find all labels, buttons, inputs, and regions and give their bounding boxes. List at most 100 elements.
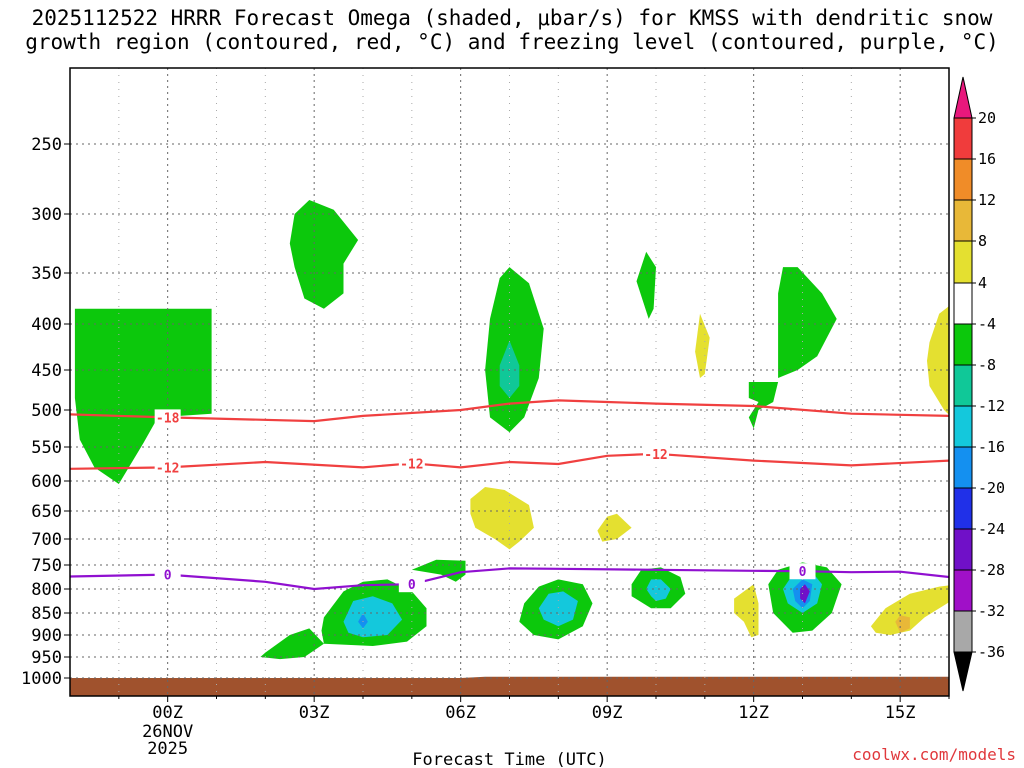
y-tick-label-300: 300	[31, 205, 62, 225]
x-tick-label-03Z: 03Z	[299, 703, 330, 723]
colorbar-label-9: -20	[978, 479, 1005, 497]
colorbar-label-2: 12	[978, 191, 996, 209]
y-tick-label-250: 250	[31, 135, 62, 155]
contour-label-bg	[154, 459, 181, 476]
omega-region-1	[289, 200, 359, 309]
chart-title: 2025112522 HRRR Forecast Omega (shaded, …	[0, 6, 1024, 54]
omega-region-9	[358, 613, 368, 629]
x-tick-label-00Z: 00Z	[152, 703, 183, 723]
omega-region-24	[734, 584, 759, 638]
colorbar-label-0: 20	[978, 109, 996, 127]
colorbar-label-12: -32	[978, 602, 1005, 620]
omega-region-26	[895, 615, 910, 633]
gridlines	[70, 68, 950, 696]
colorbar-bin-9	[953, 487, 973, 530]
contour-freezing-level-0C	[70, 567, 949, 591]
contour-label-1-0: -12	[156, 461, 179, 476]
omega-region-6	[748, 382, 779, 429]
y-tick-label-700: 700	[31, 530, 62, 550]
contour-label-0-0: -18	[156, 411, 180, 426]
colorbar-label-11: -28	[978, 561, 1005, 579]
y-tick-label-400: 400	[31, 315, 62, 335]
x-axis-label: Forecast Time (UTC)	[412, 750, 606, 768]
omega-shading-layer	[70, 200, 949, 696]
colorbar-label-1: 16	[978, 150, 996, 168]
colorbar-label-6: -8	[978, 356, 996, 374]
omega-region-5	[778, 267, 837, 378]
colorbar-bin-5	[953, 323, 973, 366]
contour-label-2-0: 0	[164, 569, 172, 584]
contour-label-bg	[398, 576, 425, 593]
colorbar-label-5: -4	[978, 315, 996, 333]
y-tick-label-850: 850	[31, 604, 62, 624]
contour-label-2-2: 0	[799, 565, 807, 580]
colorbar-bin-7	[953, 405, 973, 448]
colorbar: 20 16 12 8 4 -4 -8 -12 -16 -20 -24 -28 -32 -36	[953, 76, 1005, 692]
y-tick-label-1000: 1000	[21, 669, 62, 689]
axes: 2503003504004505005506006507007508008509…	[21, 67, 950, 768]
y-tick-label-450: 450	[31, 361, 62, 381]
colorbar-bin-0	[953, 117, 973, 160]
omega-region-13	[646, 579, 671, 601]
contour-label-2-1: 0	[408, 578, 416, 593]
omega-region-21	[597, 513, 632, 542]
contour-label-1-1: -12	[400, 457, 423, 472]
colorbar-bin-12	[953, 610, 973, 653]
omega-region-22	[695, 313, 710, 378]
colorbar-bin-3	[953, 240, 973, 284]
colorbar-bin-4	[953, 282, 973, 325]
contour-label-bg	[398, 455, 425, 472]
x-tick-label-12Z: 12Z	[738, 703, 769, 723]
omega-region-23	[927, 306, 949, 415]
omega-region-20	[470, 487, 534, 550]
ground-surface	[70, 676, 949, 696]
colorbar-bin-11	[953, 569, 973, 612]
omega-region-25	[870, 585, 949, 635]
omega-region-0	[74, 308, 212, 484]
contour-label-1-2: -12	[644, 448, 667, 463]
colorbar-bottom-arrow	[953, 651, 973, 692]
colorbar-top-arrow	[953, 76, 973, 119]
watermark: coolwx.com/models	[852, 745, 1016, 764]
colorbar-label-4: 4	[978, 274, 987, 292]
colorbar-bin-2	[953, 199, 973, 242]
x-tick-label-09Z: 09Z	[592, 703, 623, 723]
contour-dgz--18C	[70, 399, 949, 423]
colorbar-bin-8	[953, 446, 973, 489]
contour-lines-layer: -18 -12 -12 -12 0 0 0	[70, 399, 949, 593]
colorbar-label-8: -16	[978, 438, 1005, 456]
omega-region-4	[636, 251, 656, 319]
colorbar-bin-1	[953, 158, 973, 201]
colorbar-bin-10	[953, 528, 973, 571]
contour-label-bg	[154, 409, 181, 426]
x-tick-label-15Z: 15Z	[885, 703, 916, 723]
omega-region-18	[260, 628, 324, 660]
y-tick-label-600: 600	[31, 472, 62, 492]
y-tick-label-650: 650	[31, 502, 62, 522]
chart-title-line2: growth region (contoured, red, °C) and f…	[25, 30, 999, 54]
x-tick-sublabel-year: 2025	[147, 739, 188, 759]
omega-region-11	[538, 591, 578, 627]
y-tick-label-900: 900	[31, 626, 62, 646]
y-tick-label-350: 350	[31, 264, 62, 284]
contour-label-bg	[154, 566, 181, 583]
omega-region-2	[485, 267, 544, 433]
colorbar-bin-6	[953, 364, 973, 407]
y-tick-label-750: 750	[31, 556, 62, 576]
contour-label-bg	[643, 445, 669, 462]
contour-label-bg	[789, 563, 816, 580]
y-tick-label-800: 800	[31, 580, 62, 600]
colorbar-label-3: 8	[978, 232, 987, 250]
colorbar-label-7: -12	[978, 397, 1005, 415]
chart-title-line1: 2025112522 HRRR Forecast Omega (shaded, …	[31, 6, 993, 30]
contour-dgz--12C	[70, 452, 949, 470]
y-tick-label-550: 550	[31, 438, 62, 458]
y-tick-label-950: 950	[31, 648, 62, 668]
y-tick-label-500: 500	[31, 401, 62, 421]
colorbar-label-10: -24	[978, 520, 1005, 538]
x-tick-sublabel-date: 26NOV	[142, 722, 193, 742]
colorbar-label-13: -36	[978, 643, 1005, 661]
x-tick-label-06Z: 06Z	[445, 703, 476, 723]
omega-region-8	[343, 596, 403, 638]
